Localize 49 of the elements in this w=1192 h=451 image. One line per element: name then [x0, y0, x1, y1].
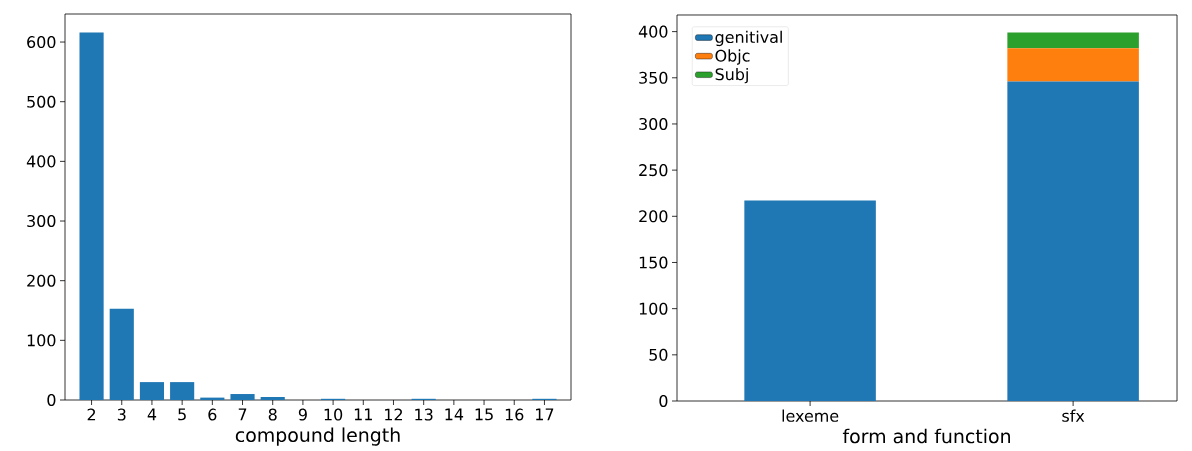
- bar: [170, 382, 195, 400]
- y-tick-label: 200: [27, 274, 56, 287]
- bar: [109, 308, 134, 400]
- legend-label: Objc: [715, 49, 750, 65]
- x-tick-label: 12: [385, 408, 403, 421]
- x-tick-label: 13: [415, 408, 433, 421]
- x-tick-label: 6: [208, 408, 217, 421]
- x-tick-label: 2: [87, 408, 96, 421]
- bar: [1007, 32, 1139, 49]
- y-tick-label: 100: [27, 334, 56, 347]
- y-tick-label: 500: [27, 95, 56, 108]
- y-tick-label: 100: [639, 302, 668, 315]
- x-tick-label: lexeme: [782, 409, 839, 422]
- x-tick-label: 10: [324, 408, 343, 421]
- x-tick-label: 4: [147, 408, 157, 421]
- y-tick-label: 250: [639, 164, 668, 177]
- y-tick-label: 600: [27, 36, 56, 49]
- x-tick-label: 9: [298, 408, 307, 421]
- y-tick-label: 200: [639, 210, 668, 223]
- x-axis-title: compound length: [235, 427, 400, 446]
- x-axis-title: form and function: [842, 428, 1010, 444]
- bar: [744, 200, 876, 401]
- bar: [1007, 81, 1139, 401]
- x-tick-label: 7: [238, 408, 247, 421]
- x-tick-label: sfx: [1062, 409, 1085, 422]
- x-tick-label: 3: [117, 408, 126, 421]
- y-tick-label: 400: [638, 25, 668, 38]
- y-tick-label: 300: [639, 117, 668, 130]
- bar: [79, 32, 104, 400]
- y-tick-label: 350: [639, 71, 668, 84]
- x-tick-label: 5: [178, 408, 186, 421]
- x-tick-label: 16: [505, 408, 524, 421]
- y-tick-label: 0: [659, 394, 668, 408]
- y-tick-label: 150: [639, 256, 668, 269]
- y-tick-label: 400: [26, 155, 56, 168]
- x-tick-label: 11: [354, 408, 372, 421]
- x-tick-label: 17: [536, 408, 554, 421]
- bar: [230, 394, 255, 400]
- y-tick-label: 50: [649, 348, 668, 361]
- x-tick-label: 8: [268, 408, 277, 421]
- y-tick-label: 300: [27, 214, 56, 228]
- bar: [260, 397, 285, 400]
- x-tick-label: 15: [475, 408, 493, 421]
- y-tick-label: 0: [47, 393, 56, 407]
- bar: [139, 382, 165, 400]
- x-tick-label: 14: [445, 408, 464, 421]
- legend-label: genitival: [715, 30, 782, 47]
- legend-label: Subj: [715, 67, 748, 84]
- bar: [1007, 48, 1139, 82]
